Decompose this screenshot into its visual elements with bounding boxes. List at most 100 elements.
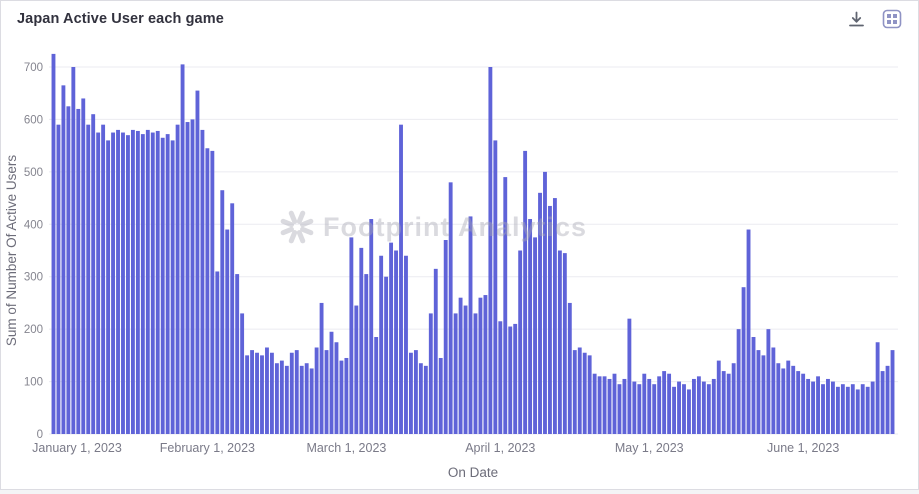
bar[interactable] <box>607 378 612 434</box>
bar[interactable] <box>816 376 820 434</box>
bar[interactable] <box>235 274 240 434</box>
bar[interactable] <box>180 64 185 434</box>
bar[interactable] <box>612 373 617 434</box>
bar[interactable] <box>428 313 433 434</box>
bar[interactable] <box>399 124 403 435</box>
bar[interactable] <box>572 350 577 434</box>
bar[interactable] <box>324 350 329 434</box>
bar[interactable] <box>870 381 875 434</box>
bar[interactable] <box>865 386 870 434</box>
bar[interactable] <box>493 140 498 434</box>
bar[interactable] <box>677 381 681 434</box>
bar[interactable] <box>409 352 413 434</box>
bar[interactable] <box>880 371 885 434</box>
bar[interactable] <box>255 352 259 434</box>
bar[interactable] <box>602 376 607 434</box>
bar[interactable] <box>771 347 776 434</box>
bar[interactable] <box>225 229 230 434</box>
bar[interactable] <box>701 381 706 434</box>
bar[interactable] <box>657 376 662 434</box>
bar[interactable] <box>458 297 463 434</box>
bar[interactable] <box>726 373 731 434</box>
bar[interactable] <box>116 129 120 434</box>
bar[interactable] <box>284 365 289 434</box>
bar[interactable] <box>374 337 379 434</box>
bar[interactable] <box>488 67 493 434</box>
bar[interactable] <box>240 313 245 434</box>
bar[interactable] <box>314 347 319 434</box>
bar[interactable] <box>473 313 478 434</box>
bar[interactable] <box>756 350 761 434</box>
bar[interactable] <box>806 378 811 434</box>
bar[interactable] <box>592 373 597 434</box>
bar[interactable] <box>165 134 170 435</box>
bar[interactable] <box>354 305 359 434</box>
bar[interactable] <box>855 389 860 434</box>
bar[interactable] <box>294 350 299 434</box>
bar[interactable] <box>503 177 508 434</box>
bar[interactable] <box>721 371 726 434</box>
bar[interactable] <box>250 350 254 434</box>
bar[interactable] <box>304 363 309 434</box>
bar[interactable] <box>71 67 76 434</box>
bar[interactable] <box>289 352 294 434</box>
bar[interactable] <box>587 355 592 434</box>
bar[interactable] <box>617 384 622 434</box>
bar[interactable] <box>662 371 667 434</box>
bar[interactable] <box>552 198 557 434</box>
bar[interactable] <box>652 384 657 434</box>
bar[interactable] <box>438 357 443 434</box>
bar[interactable] <box>687 389 691 434</box>
bar[interactable] <box>543 171 547 435</box>
bar[interactable] <box>130 129 135 434</box>
bar[interactable] <box>781 368 786 434</box>
bar[interactable] <box>746 229 751 434</box>
bar[interactable] <box>523 150 528 434</box>
bar[interactable] <box>682 384 686 434</box>
bar[interactable] <box>215 271 220 434</box>
bar[interactable] <box>160 137 165 434</box>
bar[interactable] <box>245 355 250 434</box>
bar[interactable] <box>766 329 771 434</box>
bar[interactable] <box>860 384 865 434</box>
bar[interactable] <box>413 350 418 434</box>
bar[interactable] <box>185 122 190 435</box>
bar[interactable] <box>696 376 701 434</box>
bar[interactable] <box>637 384 642 434</box>
bar[interactable] <box>582 352 587 434</box>
bar[interactable] <box>791 365 796 434</box>
bar[interactable] <box>885 365 890 434</box>
bar[interactable] <box>220 190 225 434</box>
bar[interactable] <box>453 313 458 434</box>
bar[interactable] <box>81 98 86 435</box>
bar[interactable] <box>796 371 801 434</box>
bar[interactable] <box>96 132 101 434</box>
bar[interactable] <box>86 124 91 435</box>
bar[interactable] <box>170 140 175 434</box>
bar[interactable] <box>811 381 816 434</box>
bar[interactable] <box>190 119 195 435</box>
bar[interactable] <box>210 150 215 434</box>
bar[interactable] <box>647 378 652 434</box>
bar[interactable] <box>359 247 364 434</box>
bar[interactable] <box>329 331 334 434</box>
bar[interactable] <box>751 337 756 434</box>
bar[interactable] <box>433 268 438 434</box>
bar[interactable] <box>121 132 125 434</box>
bar[interactable] <box>265 347 269 434</box>
bar[interactable] <box>890 350 895 434</box>
bar[interactable] <box>448 182 453 434</box>
bar[interactable] <box>776 363 781 434</box>
bar[interactable] <box>309 368 314 434</box>
bar[interactable] <box>731 363 736 434</box>
bar[interactable] <box>299 365 304 434</box>
bar[interactable] <box>468 216 473 434</box>
bar[interactable] <box>761 355 766 434</box>
bar[interactable] <box>821 384 825 434</box>
bar[interactable] <box>384 276 389 434</box>
bar[interactable] <box>423 365 428 434</box>
bar[interactable] <box>716 360 721 434</box>
bar[interactable] <box>562 253 567 434</box>
bar[interactable] <box>230 203 235 434</box>
bar[interactable] <box>845 386 850 434</box>
